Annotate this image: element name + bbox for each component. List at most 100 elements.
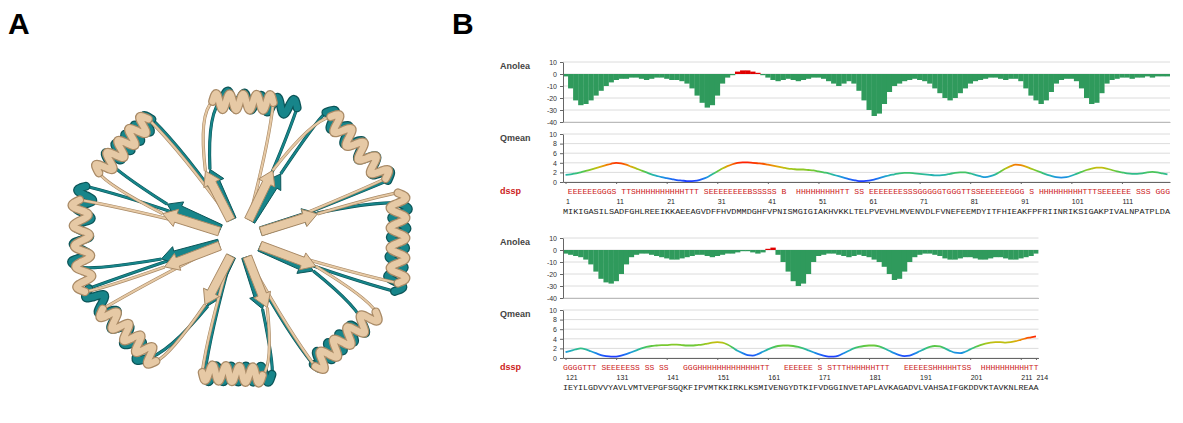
bar [705, 250, 710, 256]
bar [674, 74, 679, 80]
loop [156, 305, 205, 361]
tick-label: 111 [1122, 198, 1133, 205]
bar [806, 250, 811, 274]
bar [882, 74, 887, 104]
bar [573, 74, 578, 100]
bar [958, 250, 963, 258]
tick-label: -20 [547, 271, 557, 278]
bar [1028, 250, 1033, 256]
grid-line [563, 238, 1038, 239]
bar [988, 250, 993, 258]
bar [912, 250, 917, 257]
strand [259, 241, 316, 269]
bar [841, 250, 846, 256]
loop [99, 173, 163, 214]
tick: 6 [553, 150, 563, 157]
bar [1013, 74, 1018, 79]
strands [161, 169, 317, 309]
bar [639, 74, 644, 79]
bar [619, 250, 624, 274]
bar [1003, 74, 1008, 80]
tick-label: -30 [547, 107, 557, 114]
tick: -40 [547, 295, 563, 302]
tick-mark [667, 182, 668, 184]
bar [1140, 74, 1145, 78]
bar [1145, 74, 1150, 76]
bar [1135, 74, 1140, 78]
tick-label: 2 [553, 345, 557, 352]
tick-label: 81 [971, 198, 979, 205]
strand [245, 170, 275, 221]
tick-mark [920, 182, 921, 184]
strand [204, 254, 235, 305]
tick-label: 21 [667, 198, 675, 205]
bar [1033, 74, 1038, 100]
helix [72, 200, 92, 292]
tick-mark [560, 122, 563, 123]
bar [1064, 74, 1069, 79]
bar [856, 250, 861, 255]
tick: 0 [553, 179, 563, 186]
dssp-string: EEEEEEGGGS TTSHHHHHHHHHHTTT SEEEEEEEEBSS… [563, 188, 1171, 196]
tick-label: -30 [547, 283, 557, 290]
panel-letter: A [8, 7, 30, 40]
bar [644, 250, 649, 254]
bar [674, 250, 679, 260]
helices [72, 94, 406, 384]
bar [998, 74, 1003, 79]
bar [1155, 74, 1160, 76]
tick-label: 4 [553, 160, 557, 167]
bar [1008, 250, 1013, 260]
tick-mark [560, 238, 563, 239]
bar [831, 250, 836, 254]
loop [273, 117, 331, 171]
bar [720, 74, 725, 84]
strand [259, 209, 317, 236]
bar [1165, 74, 1170, 76]
axis-line [564, 182, 1171, 183]
tick-label: -10 [547, 83, 557, 90]
tick: 10 [549, 235, 563, 242]
tick-label: 211 [1021, 374, 1032, 381]
bar [821, 74, 826, 79]
tick-label: 61 [870, 198, 878, 205]
bar [836, 74, 841, 86]
panel-letter: B [452, 7, 474, 40]
tick-label: -40 [547, 295, 557, 302]
tick: 8 [553, 140, 563, 147]
helix [213, 94, 274, 111]
bar [786, 74, 791, 79]
bar [669, 250, 674, 260]
axis-line [563, 135, 564, 183]
bar [968, 74, 973, 84]
loop [203, 101, 212, 171]
loop [316, 266, 376, 312]
grid-line [563, 153, 1170, 154]
bar [791, 74, 796, 80]
helix [390, 193, 406, 283]
helix-outline [390, 193, 406, 283]
bar [841, 74, 846, 84]
axis-line [563, 239, 564, 299]
strand [259, 209, 317, 235]
tick-mark [560, 329, 563, 330]
bar [689, 250, 694, 256]
bar [781, 250, 786, 262]
bar [922, 250, 927, 254]
bar [624, 250, 629, 264]
tick: 6 [553, 326, 563, 333]
bar [796, 74, 801, 81]
bar [700, 74, 705, 103]
bar [614, 250, 619, 281]
tick-label: 0 [553, 71, 557, 78]
helix-outline [72, 200, 92, 292]
loop [317, 193, 398, 214]
y-axis: 1086420 [549, 131, 563, 186]
tick-label: 0 [553, 247, 557, 254]
bar [1119, 74, 1124, 78]
grid [563, 134, 1170, 182]
bar [745, 250, 750, 251]
protein-structure [72, 91, 409, 383]
tick-mark [560, 134, 563, 135]
tick-mark [560, 98, 563, 99]
